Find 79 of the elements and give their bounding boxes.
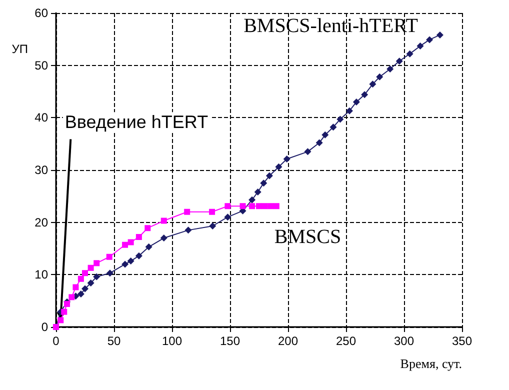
point [72, 284, 79, 290]
point [316, 139, 323, 146]
point [406, 50, 414, 58]
x-axis-title: Время, сут. [400, 356, 462, 371]
point [249, 203, 256, 210]
point [77, 290, 84, 298]
x-tick-label: 300 [394, 334, 414, 348]
point [93, 273, 100, 280]
point [184, 208, 190, 215]
point [106, 270, 114, 277]
point [275, 163, 282, 170]
point [106, 254, 112, 260]
point [248, 196, 256, 204]
point [416, 42, 424, 50]
point [240, 203, 246, 210]
point [396, 58, 403, 65]
x-tick-label: 50 [107, 334, 121, 348]
point [322, 131, 329, 138]
point [127, 258, 134, 265]
point [426, 36, 434, 44]
point [224, 214, 232, 221]
point [94, 260, 100, 266]
y-axis-title: УП [12, 42, 28, 56]
point [88, 264, 94, 271]
point [184, 226, 192, 234]
point [266, 172, 273, 180]
point [352, 98, 360, 106]
point [136, 234, 142, 240]
y-tick-label: 60 [34, 6, 48, 20]
annotation: Введение hTERT [64, 112, 208, 132]
y-tick-label: 40 [34, 110, 48, 125]
point [82, 270, 88, 276]
point [64, 300, 70, 307]
x-tick-label: 150 [220, 334, 240, 348]
point [262, 203, 268, 210]
point [369, 80, 376, 88]
point [336, 116, 344, 123]
point [145, 243, 152, 250]
point [58, 317, 64, 324]
point [144, 225, 151, 232]
point [268, 203, 274, 210]
point [254, 188, 262, 196]
x-tick-label: 200 [278, 334, 298, 348]
point [68, 294, 75, 300]
point [128, 239, 134, 246]
series-label: BMSCS-lenti-hTERT [244, 14, 418, 37]
y-tick-label: 30 [34, 163, 48, 177]
point [209, 208, 216, 215]
point [82, 285, 88, 292]
point [283, 156, 290, 163]
point [330, 124, 337, 131]
y-tick-label: 10 [34, 268, 48, 282]
point [376, 73, 384, 80]
series-label: BMSCS [274, 226, 342, 248]
point [87, 280, 94, 287]
point [122, 242, 128, 248]
x-tick-label: 350 [452, 334, 472, 348]
y-tick-label: 20 [34, 215, 48, 230]
point [160, 234, 168, 242]
point [61, 308, 68, 315]
y-tick-label: 50 [34, 58, 48, 72]
point [436, 31, 444, 38]
point [160, 218, 167, 224]
point [273, 203, 280, 210]
point [135, 252, 142, 260]
x-tick-label: 0 [52, 334, 60, 348]
point [346, 107, 353, 114]
point [386, 65, 394, 72]
point [304, 148, 312, 156]
point [361, 91, 368, 98]
point [122, 260, 129, 268]
x-tick-label: 100 [162, 334, 182, 348]
x-tick-label: 250 [336, 334, 356, 348]
point [256, 203, 262, 210]
point [78, 276, 84, 282]
point [260, 180, 268, 187]
y-tick-label: 0 [41, 320, 48, 334]
point [209, 222, 216, 230]
point [224, 203, 231, 210]
